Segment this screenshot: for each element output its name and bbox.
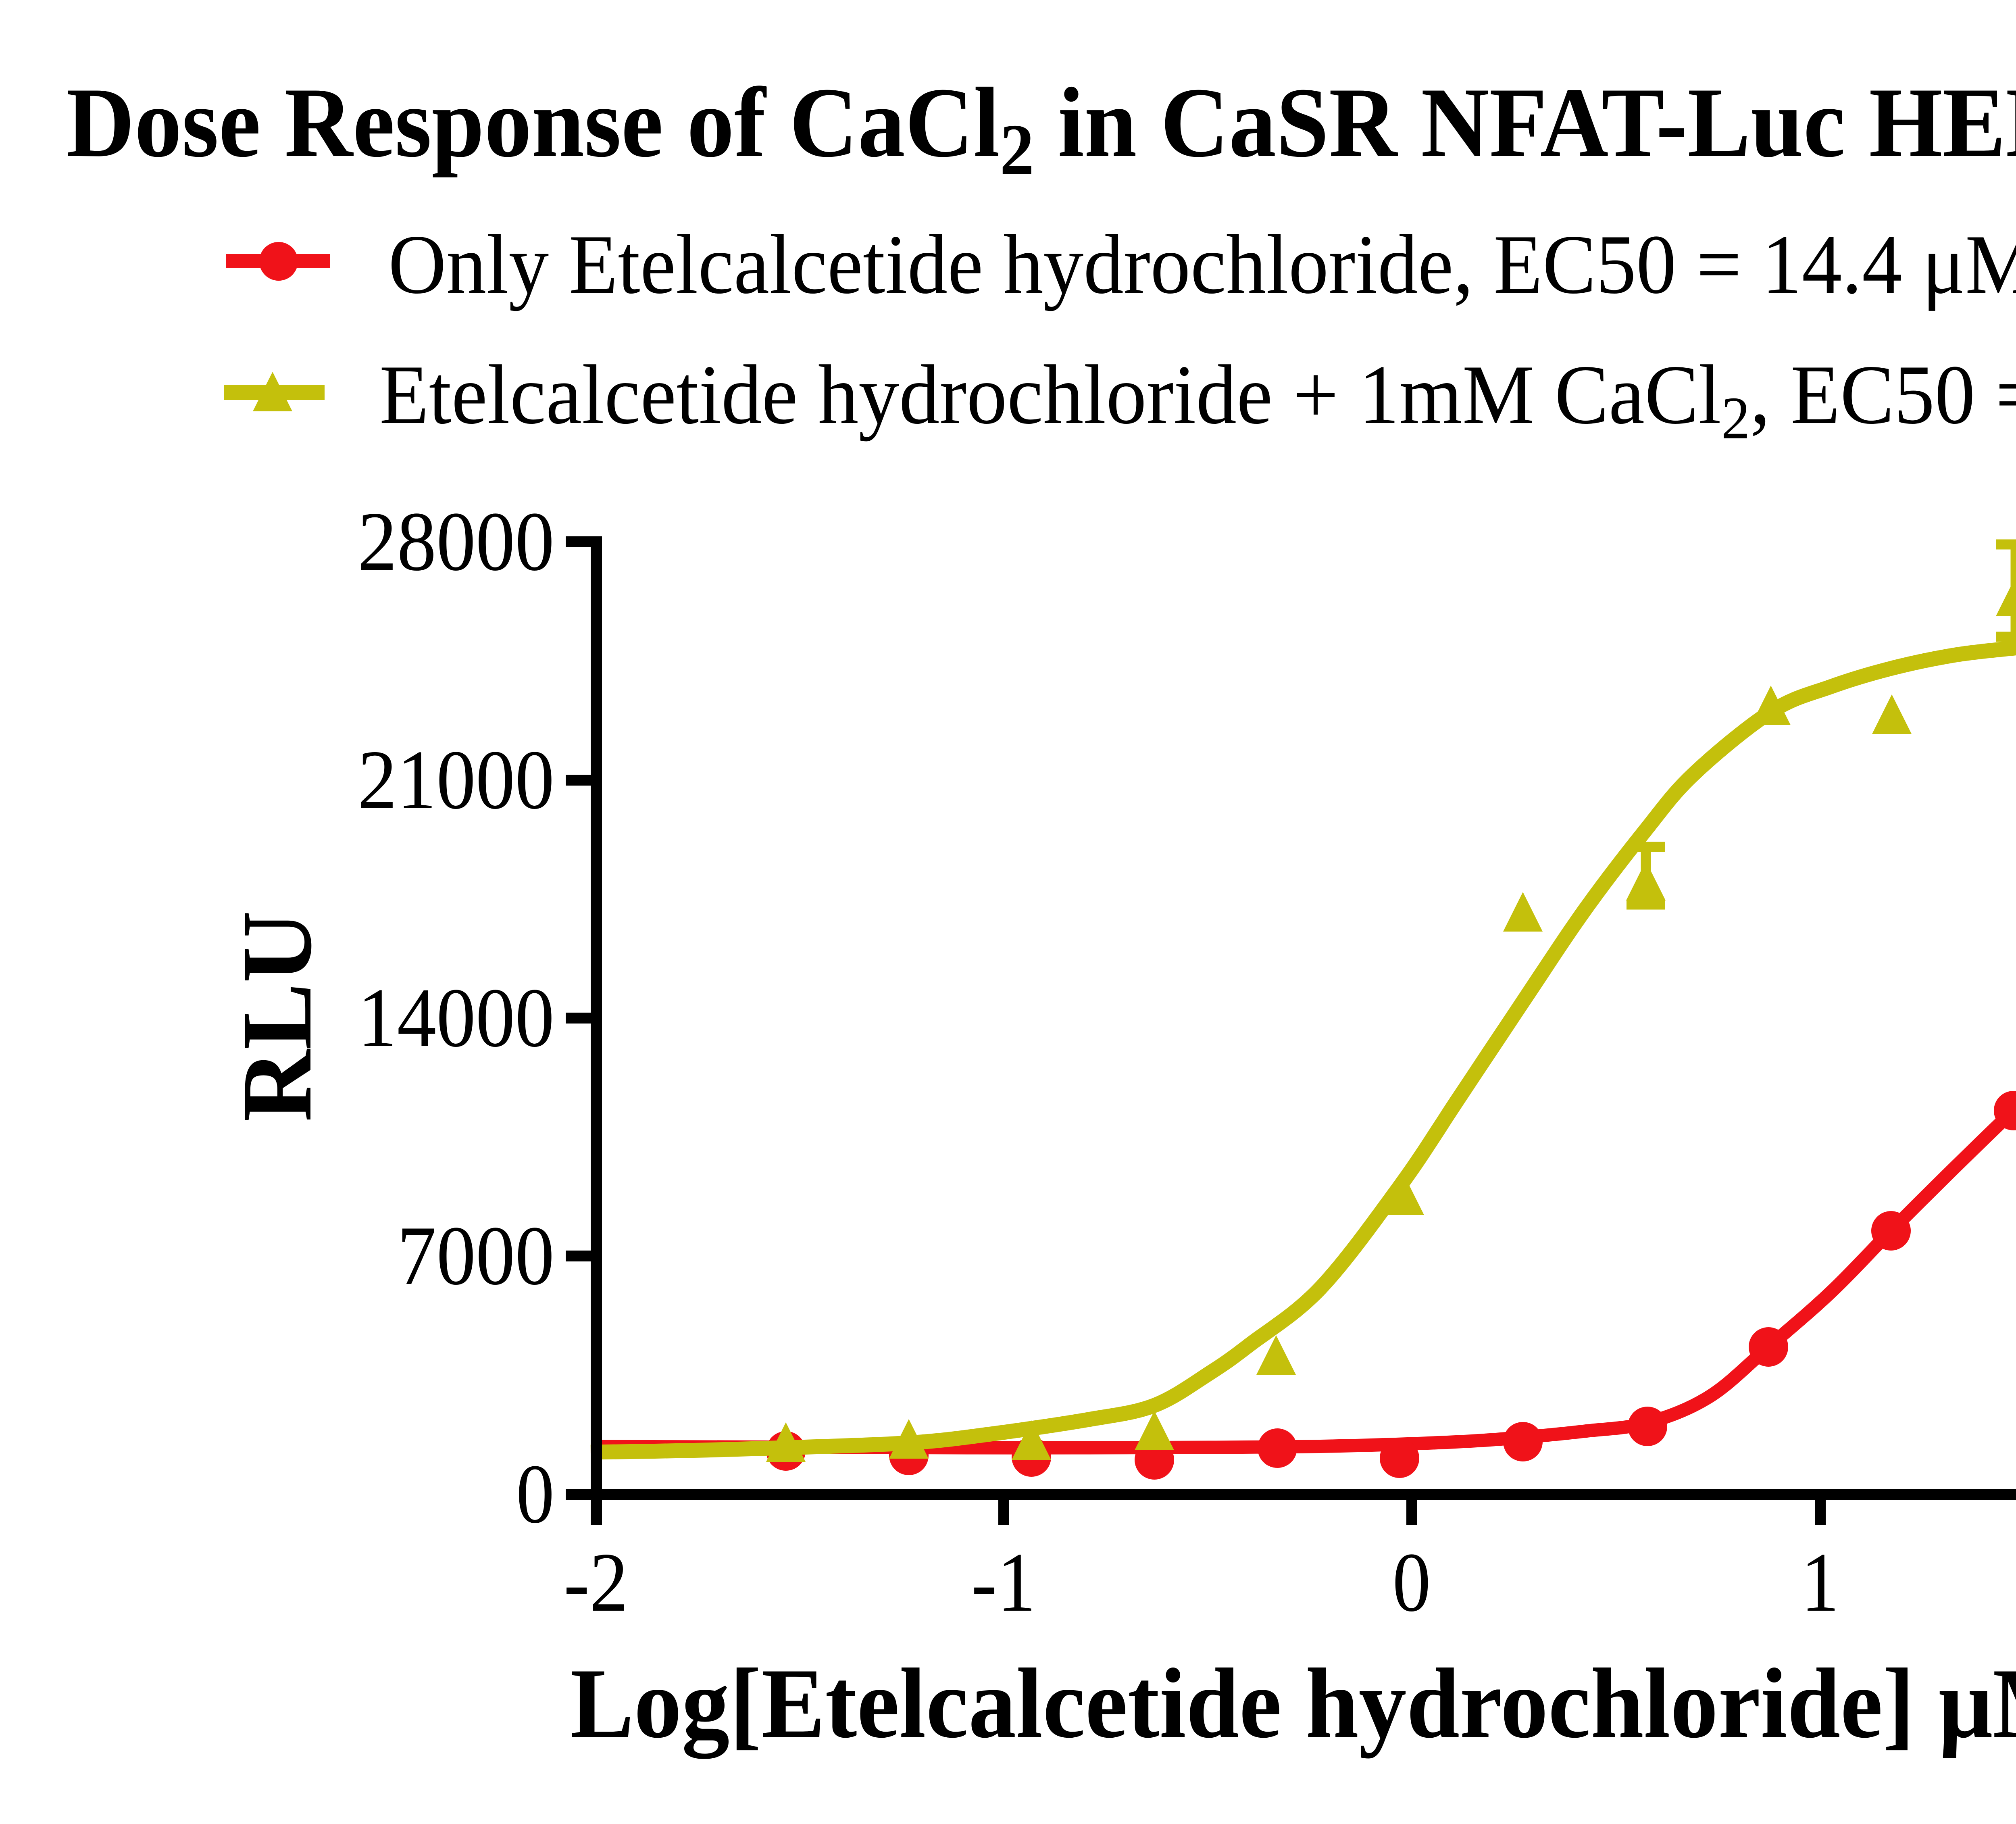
svg-text:28000: 28000 (358, 495, 554, 588)
svg-text:RLU: RLU (221, 911, 332, 1122)
svg-text:0: 0 (516, 1447, 554, 1541)
svg-text:Dose Response of CaCl2 in CaSR: Dose Response of CaCl2 in CaSR NFAT-Luc … (66, 57, 2016, 190)
svg-text:Log[Etelcalcetide hydrochlorid: Log[Etelcalcetide hydrochloride] μM (570, 1648, 2016, 1759)
svg-text:-1: -1 (971, 1536, 1036, 1629)
svg-text:21000: 21000 (358, 733, 554, 827)
svg-text:Only Etelcalcetide hydrochlori: Only Etelcalcetide hydrochloride, EC50 =… (388, 218, 2016, 311)
svg-text:Etelcalcetide hydrochloride +: Etelcalcetide hydrochloride + 1mM CaCl2,… (379, 348, 2016, 452)
svg-text:0: 0 (1393, 1536, 1431, 1629)
svg-text:1: 1 (1801, 1536, 1839, 1629)
svg-text:7000: 7000 (397, 1209, 554, 1303)
svg-text:14000: 14000 (358, 971, 554, 1065)
svg-text:-2: -2 (564, 1536, 628, 1629)
